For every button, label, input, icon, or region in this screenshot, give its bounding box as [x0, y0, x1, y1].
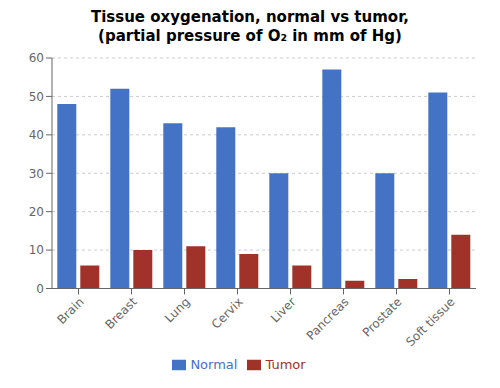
svg-text:50: 50: [29, 90, 44, 104]
html-text:Tissue oxygenation, normal vs: Tissue oxygenation, normal vs tumor,: [91, 8, 409, 26]
html-text:Tumor: Tumor: [265, 356, 306, 372]
svg-text:0: 0: [36, 282, 44, 296]
svg-text:Breast: Breast: [102, 295, 139, 332]
svg-text:Cervix: Cervix: [209, 295, 246, 332]
svg-text:Pancreas: Pancreas: [304, 295, 352, 343]
svg-text:Prostate: Prostate: [360, 295, 405, 340]
svg-text:Brain: Brain: [54, 295, 86, 327]
svg-text:Lung: Lung: [162, 295, 193, 326]
html-text:Normal: Normal: [190, 356, 238, 372]
svg-text:Soft tissue: Soft tissue: [403, 295, 457, 349]
svg-text:40: 40: [29, 128, 44, 142]
svg-text:60: 60: [29, 51, 44, 65]
svg-text:10: 10: [29, 243, 44, 257]
html-text:(partial pressure of O₂ in mm: (partial pressure of O₂ in mm of Hg): [98, 27, 402, 45]
svg-text:30: 30: [29, 167, 44, 181]
svg-text:20: 20: [29, 205, 44, 219]
svg-text:Liver: Liver: [268, 295, 299, 326]
